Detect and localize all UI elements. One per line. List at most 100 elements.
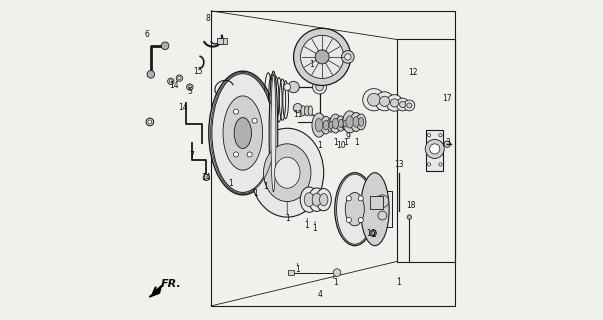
Text: 1: 1 [354, 138, 359, 147]
Text: 1: 1 [318, 141, 322, 150]
Circle shape [293, 104, 302, 112]
Ellipse shape [332, 118, 338, 129]
Ellipse shape [212, 74, 274, 192]
Ellipse shape [359, 117, 364, 126]
Text: 4: 4 [318, 290, 323, 299]
Circle shape [288, 81, 299, 93]
Text: 14: 14 [178, 103, 188, 112]
Circle shape [341, 51, 354, 63]
Text: 1: 1 [309, 60, 314, 69]
Ellipse shape [312, 113, 326, 137]
Ellipse shape [346, 116, 353, 128]
Ellipse shape [361, 173, 389, 246]
Text: 1: 1 [396, 278, 400, 287]
Text: 18: 18 [406, 202, 415, 211]
Circle shape [176, 75, 183, 81]
Text: 2: 2 [371, 230, 376, 239]
Text: 8: 8 [206, 14, 210, 23]
Text: 15: 15 [194, 67, 203, 76]
Circle shape [316, 83, 323, 91]
Ellipse shape [264, 144, 311, 202]
Ellipse shape [305, 106, 309, 116]
Circle shape [300, 35, 344, 78]
Text: 1: 1 [343, 138, 348, 147]
Ellipse shape [312, 193, 321, 206]
Circle shape [247, 152, 252, 157]
Circle shape [370, 230, 376, 236]
Ellipse shape [327, 118, 335, 132]
Ellipse shape [320, 194, 328, 206]
Circle shape [407, 215, 412, 219]
Circle shape [252, 118, 257, 123]
Ellipse shape [301, 106, 305, 116]
Circle shape [425, 140, 444, 158]
Ellipse shape [234, 117, 251, 148]
Ellipse shape [356, 114, 366, 130]
Ellipse shape [335, 173, 375, 246]
Ellipse shape [308, 106, 312, 116]
Text: 1: 1 [253, 189, 258, 198]
Circle shape [390, 99, 399, 107]
Circle shape [428, 134, 431, 137]
Circle shape [386, 95, 403, 111]
Circle shape [358, 196, 363, 201]
Ellipse shape [251, 128, 324, 217]
Circle shape [430, 144, 440, 154]
Ellipse shape [330, 114, 341, 133]
Circle shape [284, 84, 291, 91]
Circle shape [168, 78, 174, 84]
Circle shape [178, 76, 181, 80]
Circle shape [146, 118, 154, 126]
Ellipse shape [346, 193, 364, 226]
Text: 14: 14 [201, 173, 210, 182]
Circle shape [203, 174, 209, 180]
Ellipse shape [323, 120, 329, 130]
Ellipse shape [309, 188, 325, 212]
Ellipse shape [350, 112, 362, 132]
Ellipse shape [269, 71, 278, 195]
Ellipse shape [271, 74, 276, 192]
Ellipse shape [321, 116, 331, 134]
Circle shape [363, 89, 385, 111]
Circle shape [346, 218, 352, 222]
Ellipse shape [343, 120, 347, 127]
Circle shape [375, 92, 394, 111]
Text: 1: 1 [229, 179, 233, 188]
Bar [370, 196, 383, 209]
Circle shape [294, 28, 351, 85]
Circle shape [367, 93, 380, 106]
Text: 1: 1 [285, 214, 289, 223]
Text: FR.: FR. [161, 279, 182, 289]
Circle shape [444, 141, 450, 147]
Circle shape [400, 101, 406, 108]
Ellipse shape [300, 187, 318, 212]
Text: 6: 6 [144, 30, 149, 39]
Text: 1: 1 [333, 138, 338, 147]
Circle shape [346, 196, 352, 201]
Text: 1: 1 [295, 265, 300, 274]
Text: 12: 12 [408, 68, 418, 77]
Bar [218, 38, 224, 44]
Circle shape [333, 269, 341, 276]
Text: 7: 7 [189, 151, 195, 160]
Circle shape [439, 163, 442, 166]
Circle shape [187, 84, 193, 90]
Ellipse shape [353, 117, 359, 127]
Ellipse shape [338, 119, 343, 128]
Circle shape [188, 85, 191, 89]
Circle shape [404, 100, 415, 111]
Circle shape [378, 211, 387, 220]
Ellipse shape [336, 174, 373, 244]
Ellipse shape [305, 193, 314, 207]
Text: 3: 3 [445, 138, 450, 147]
Ellipse shape [223, 96, 263, 170]
Text: 10: 10 [336, 141, 346, 150]
Text: 1: 1 [333, 278, 338, 287]
Text: 5: 5 [188, 87, 192, 96]
Circle shape [312, 80, 327, 94]
Circle shape [376, 195, 389, 208]
Circle shape [233, 109, 239, 114]
Text: 17: 17 [443, 94, 452, 103]
Circle shape [358, 218, 363, 222]
Ellipse shape [343, 111, 357, 133]
